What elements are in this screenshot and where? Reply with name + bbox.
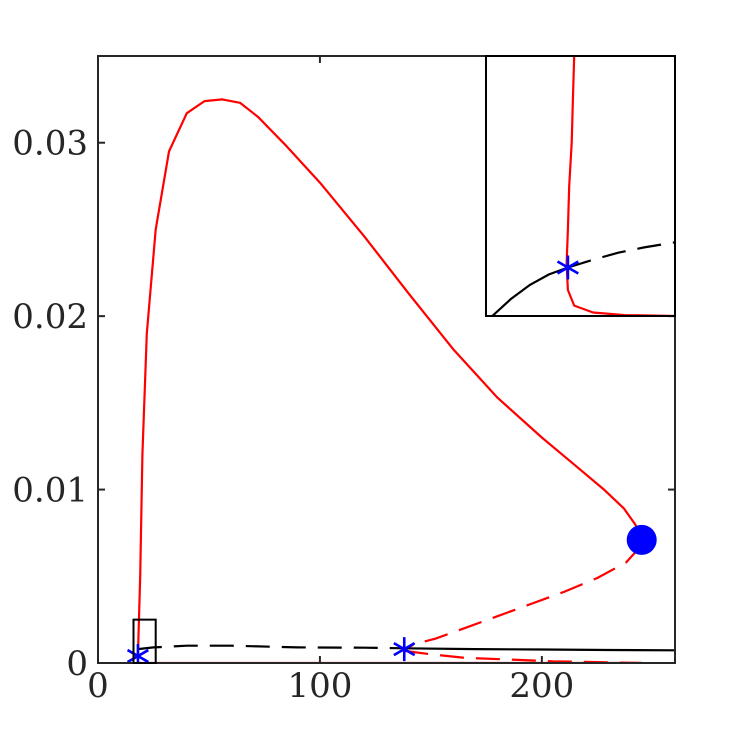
inset-asterisk-marker-0 — [556, 255, 579, 280]
y-tick-label: 0.02 — [12, 297, 88, 337]
x-tick-label: 0 — [87, 666, 109, 706]
y-tick-label: 0.01 — [12, 471, 88, 511]
main-axes-frame — [97, 55, 676, 664]
inset-series-0 — [565, 56, 675, 316]
main-series-1 — [403, 544, 643, 651]
inset-plot — [485, 55, 676, 317]
x-tick-label: 100 — [287, 666, 352, 706]
main-series-0 — [136, 98, 643, 657]
main-series-5 — [404, 647, 675, 652]
inset-plot-area — [491, 56, 675, 316]
main-asterisk-marker-0 — [126, 644, 149, 663]
inset-frame — [485, 55, 676, 317]
main-asterisk-marker-1 — [393, 637, 416, 662]
x-tick-label: 200 — [509, 666, 574, 706]
inset-series-2 — [567, 241, 675, 269]
main-series-4 — [137, 644, 405, 651]
y-tick-label: 0.03 — [12, 124, 88, 164]
main-series-2 — [404, 649, 642, 663]
zoom-box — [132, 618, 157, 665]
inset-background — [486, 56, 675, 316]
main-circle-marker-2 — [626, 524, 657, 555]
zoom-box-rect — [132, 618, 157, 665]
inset-series-1 — [491, 266, 569, 316]
y-tick-label: 0 — [66, 644, 88, 684]
axis-tick-labels: 0 100 200 0 0.01 0.02 0.03 — [12, 124, 574, 706]
